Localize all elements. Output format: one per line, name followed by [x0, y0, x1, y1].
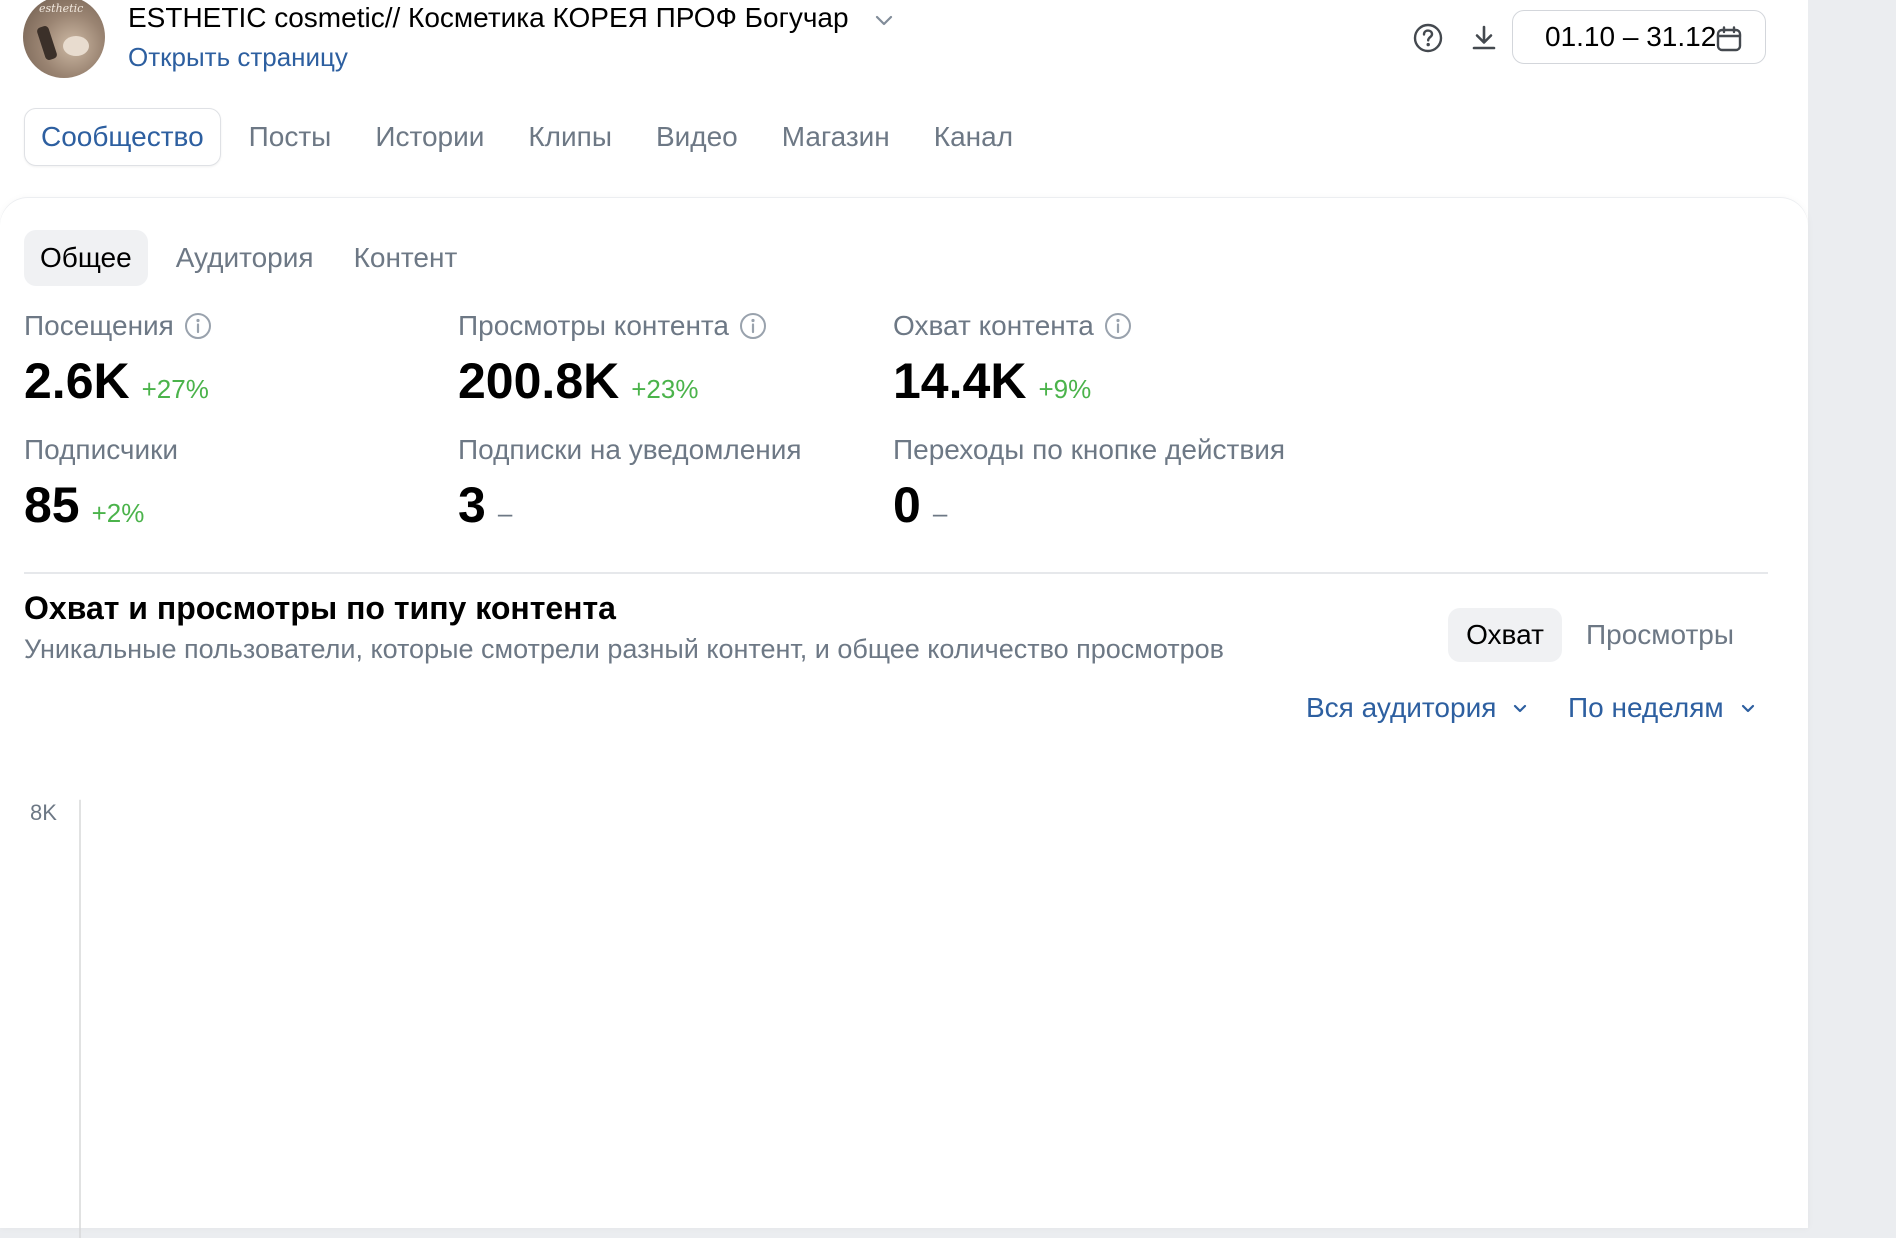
metric-delta: –: [932, 498, 948, 528]
metric-label: Просмотры контента: [458, 310, 730, 341]
audience-dropdown[interactable]: Вся аудитория: [1306, 692, 1530, 724]
metric-value: 3: [458, 477, 486, 533]
tab-clips[interactable]: Клипы: [528, 121, 612, 152]
info-icon[interactable]: [184, 312, 212, 340]
section-divider: [24, 572, 1768, 574]
metric-content-reach: Охват контента 14.4K +9%: [893, 310, 1132, 410]
metric-delta: +23%: [631, 374, 699, 404]
section-subtitle: Уникальные пользователи, которые смотрел…: [24, 634, 1225, 664]
download-icon: [1472, 25, 1496, 50]
metric-label: Переходы по кнопке действия: [893, 434, 1286, 465]
page: esthetic ESTHETIC cosmetic// Косметика К…: [0, 0, 1808, 1238]
tab-posts[interactable]: Посты: [248, 121, 332, 152]
info-icon[interactable]: [1104, 312, 1132, 340]
reach-views-chart: 8K7K6K5K4K3K2K: [30, 799, 81, 1238]
sub-tabs: Общее Аудитория Контент: [24, 230, 477, 286]
open-page-link[interactable]: Открыть страницу: [128, 42, 348, 72]
chevron-down-icon: [1514, 704, 1527, 713]
metric-delta: +2%: [91, 498, 145, 528]
metric-visits: Посещения 2.6K +27%: [24, 310, 212, 410]
date-range-picker[interactable]: 01.10 – 31.12: [1512, 10, 1766, 64]
chevron-down-icon: [1741, 704, 1754, 713]
metric-delta: +27%: [141, 374, 209, 404]
avatar-logo-text: esthetic: [39, 2, 84, 15]
metric-label: Подписчики: [24, 434, 179, 465]
metric-action-button-clicks: Переходы по кнопке действия 0 –: [893, 434, 1285, 534]
metric-label: Охват контента: [893, 310, 1094, 341]
community-header: esthetic ESTHETIC cosmetic// Косметика К…: [0, 0, 1808, 198]
calendar-icon: [1716, 26, 1742, 52]
tab-community[interactable]: Сообщество: [24, 108, 221, 166]
y-tick-label: 8K: [30, 800, 57, 825]
period-dropdown[interactable]: По неделям: [1568, 692, 1758, 724]
metric-delta: –: [497, 498, 513, 528]
subtab-audience[interactable]: Аудитория: [175, 242, 314, 273]
community-name[interactable]: ESTHETIC cosmetic// Косметика КОРЕЯ ПРОФ…: [128, 2, 849, 33]
period-dropdown-label: По неделям: [1568, 692, 1724, 723]
date-range-text: 01.10 – 31.12: [1545, 21, 1717, 52]
main-tabs: Сообщество Посты Истории Клипы Видео Маг…: [24, 108, 1035, 166]
avatar-bottle-shape: [36, 24, 58, 62]
subtab-general[interactable]: Общее: [24, 230, 148, 286]
tab-stories[interactable]: Истории: [375, 121, 485, 152]
avatar-jar-shape: [63, 36, 89, 56]
toggle-views[interactable]: Просмотры: [1586, 619, 1734, 650]
subtab-content[interactable]: Контент: [353, 242, 458, 273]
metric-subscribers: Подписчики 85 +2%: [24, 434, 178, 534]
metric-delta: +9%: [1038, 374, 1092, 404]
tab-video[interactable]: Видео: [655, 121, 738, 152]
toggle-reach[interactable]: Охват: [1448, 608, 1562, 662]
metric-value: 2.6K: [24, 353, 130, 409]
help-button[interactable]: [1411, 21, 1445, 55]
metric-notification-subscriptions: Подписки на уведомления 3 –: [458, 434, 802, 534]
audience-dropdown-label: Вся аудитория: [1306, 692, 1497, 723]
metric-label: Подписки на уведомления: [458, 434, 802, 465]
info-icon[interactable]: [739, 312, 767, 340]
metric-value: 200.8K: [458, 353, 620, 409]
tab-channel[interactable]: Канал: [933, 121, 1014, 152]
community-avatar[interactable]: esthetic: [23, 0, 105, 78]
question-circle-icon: [1413, 23, 1443, 53]
metric-value: 14.4K: [893, 353, 1027, 409]
metric-label: Посещения: [24, 310, 174, 341]
stats-card: Общее Аудитория Контент Посещения 2.6K +…: [0, 198, 1808, 1238]
section-title: Охват и просмотры по типу контента: [24, 590, 616, 626]
metric-value: 85: [24, 477, 80, 533]
metric-content-views: Просмотры контента 200.8K +23%: [458, 310, 767, 410]
chevron-down-icon[interactable]: [872, 8, 896, 32]
download-button[interactable]: [1467, 21, 1501, 55]
metric-value: 0: [893, 477, 921, 533]
y-axis-ticks: 8K7K6K5K4K3K2K: [30, 800, 57, 825]
tab-shop[interactable]: Магазин: [781, 121, 890, 152]
